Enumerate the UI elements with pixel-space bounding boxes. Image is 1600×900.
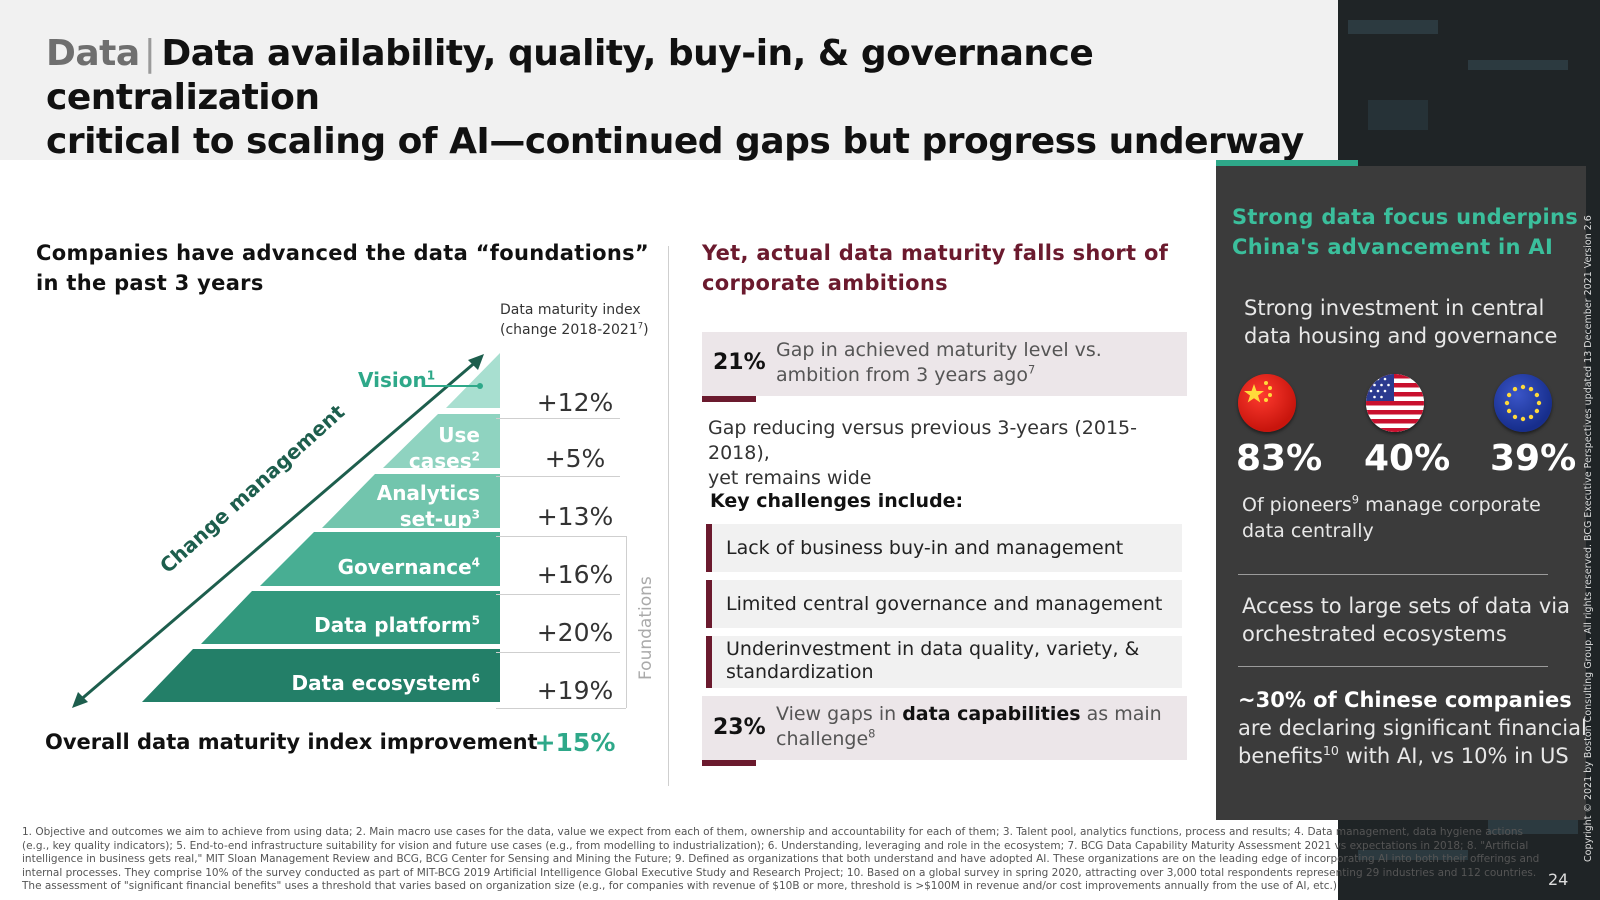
stats-caption: Of pioneers9 manage corporate data centr…: [1242, 492, 1541, 542]
copyright-text: Copyright © 2021 by Boston Consulting Gr…: [1583, 215, 1594, 862]
pyramid-level-data-ecosystem: [142, 649, 500, 702]
pyramid-level-vision: [446, 353, 500, 408]
title-line-1: Data availability, quality, buy-in, & go…: [46, 33, 1094, 118]
vision-label: Vision1: [358, 368, 436, 392]
page-number: 24: [1548, 870, 1569, 889]
pyramid-level-governance: [260, 532, 500, 586]
foundations-label: Foundations: [636, 576, 656, 680]
pyramid-level-data-platform: [201, 591, 500, 644]
access-text: Access to large sets of data via orchest…: [1242, 594, 1570, 646]
title-line-2: critical to scaling of AI—continued gaps…: [46, 121, 1304, 162]
value-analytics: +13%: [536, 502, 614, 531]
middle-heading: Yet, actual data maturity falls short of…: [702, 241, 1169, 295]
overall-value: +15%: [534, 728, 616, 757]
gap1-box: [702, 332, 1187, 396]
section-divider: [668, 246, 669, 786]
gap-note: Gap reducing versus previous 3-years (20…: [708, 417, 1137, 489]
header-band: [0, 0, 1338, 160]
level-label-data-platform: Data platform5: [314, 613, 480, 637]
maturity-pyramid: [72, 353, 500, 708]
pyramid-level-analytics: [322, 474, 500, 528]
challenge-item: [706, 580, 1182, 628]
panel-accent-bar: [1216, 160, 1358, 167]
gap1-rule: [702, 396, 756, 402]
pyramid-level-use-cases: [383, 414, 500, 468]
china-flag-icon: [1238, 374, 1296, 432]
change-arrow: [77, 358, 479, 704]
stat-eu: 39%: [1490, 438, 1577, 479]
gap2-rule: [702, 760, 756, 766]
usa-flag-icon: [1366, 374, 1424, 432]
title-separator: |: [143, 33, 156, 74]
page-title: Data | Data availability, quality, buy-in,…: [46, 32, 1336, 164]
gap2-value: 23%: [713, 715, 766, 740]
index-label: Data maturity index (change 2018-20217): [500, 302, 649, 338]
level-label-analytics: Analytics set-up3: [376, 481, 480, 531]
value-governance: +16%: [536, 560, 614, 589]
value-data-ecosystem: +19%: [536, 676, 614, 705]
footnotes: 1. Objective and outcomes we aim to achi…: [22, 826, 1540, 892]
panel-heading: Strong data focus underpins China's adva…: [1232, 205, 1579, 259]
challenge-item: [706, 524, 1182, 572]
value-vision: +12%: [536, 388, 614, 417]
gap2-box: [702, 696, 1187, 760]
divider: [1238, 666, 1548, 667]
eu-flag-icon: [1494, 374, 1552, 432]
challenge-2: Limited central governance and managemen…: [726, 593, 1163, 615]
level-label-data-ecosystem: Data ecosystem6: [291, 671, 480, 695]
challenge-3: Underinvestment in data quality, variety…: [726, 638, 1140, 683]
stat-china: 83%: [1236, 438, 1323, 479]
panel-subheading: Strong investment in central data housin…: [1244, 296, 1558, 348]
title-prefix: Data: [46, 33, 140, 74]
level-label-governance: Governance4: [337, 555, 480, 579]
challenge-1: Lack of business buy-in and management: [726, 537, 1124, 559]
gap1-value: 21%: [713, 350, 766, 375]
level-label-use-cases: Use cases2: [408, 423, 480, 473]
gap2-text: View gaps in data capabilities as main c…: [776, 703, 1162, 750]
left-heading: Companies have advanced the data “founda…: [36, 241, 649, 295]
china-panel: Strong data focus underpins China's adva…: [1216, 166, 1587, 820]
overall-label: Overall data maturity index improvement: [45, 730, 538, 754]
value-use-cases: +5%: [544, 444, 606, 473]
divider: [1238, 574, 1548, 575]
gap1-text: Gap in achieved maturity level vs. ambit…: [776, 339, 1102, 386]
stat-usa: 40%: [1364, 438, 1451, 479]
value-data-platform: +20%: [536, 618, 614, 647]
china-benefits-text: ~30% of Chinese companies are declaring …: [1238, 688, 1587, 768]
challenges-heading: Key challenges include:: [710, 490, 964, 512]
challenge-item: [706, 636, 1182, 688]
